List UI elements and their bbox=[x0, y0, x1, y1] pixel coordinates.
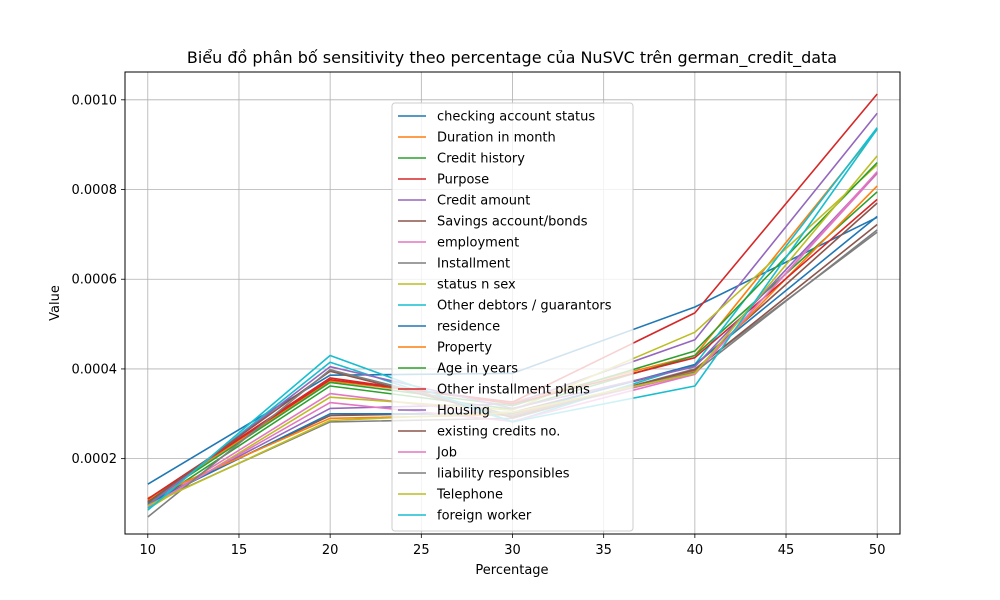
chart-title: Biểu đồ phân bố sensitivity theo percent… bbox=[187, 48, 837, 68]
legend-label: Purpose bbox=[437, 173, 489, 188]
legend-box bbox=[391, 102, 634, 532]
legend-label: Property bbox=[437, 341, 492, 356]
x-tick-label: 50 bbox=[869, 543, 886, 558]
y-tick-label: 0.0006 bbox=[72, 273, 118, 288]
x-tick-label: 40 bbox=[687, 543, 704, 558]
x-axis-label: Percentage bbox=[475, 563, 548, 578]
x-tick-label: 15 bbox=[231, 543, 248, 558]
x-tick-label: 45 bbox=[778, 543, 795, 558]
x-tick-label: 10 bbox=[140, 543, 157, 558]
legend-label: Job bbox=[436, 446, 457, 461]
y-axis-ticks: 0.0002 0.0004 0.0006 0.0008 0.0010 bbox=[72, 93, 125, 467]
legend-label: residence bbox=[437, 320, 500, 335]
legend-label: Duration in month bbox=[437, 131, 556, 146]
legend-label: Other installment plans bbox=[437, 383, 590, 398]
legend-label: Savings account/bonds bbox=[437, 215, 588, 230]
x-tick-label: 20 bbox=[322, 543, 339, 558]
legend-label: checking account status bbox=[437, 110, 595, 125]
y-tick-label: 0.0004 bbox=[72, 362, 118, 377]
legend-label: Age in years bbox=[437, 362, 518, 377]
y-tick-label: 0.0002 bbox=[72, 452, 118, 467]
legend-label: employment bbox=[437, 236, 519, 251]
legend-label: Housing bbox=[437, 404, 490, 419]
x-axis-ticks: 10 15 20 25 30 35 40 45 50 bbox=[140, 534, 886, 558]
y-tick-label: 0.0010 bbox=[72, 93, 118, 108]
legend: checking account status Duration in month… bbox=[391, 102, 634, 532]
y-axis-label: Value bbox=[48, 285, 63, 321]
legend-label: Credit amount bbox=[437, 194, 530, 209]
x-tick-label: 30 bbox=[504, 543, 521, 558]
y-tick-label: 0.0008 bbox=[72, 183, 118, 198]
legend-label: Credit history bbox=[437, 152, 525, 167]
legend-label: status n sex bbox=[437, 278, 516, 293]
legend-label: Other debtors / guarantors bbox=[437, 299, 612, 314]
legend-label: liability responsibles bbox=[437, 467, 570, 482]
legend-label: existing credits no. bbox=[437, 425, 560, 440]
legend-label: foreign worker bbox=[437, 509, 532, 524]
legend-label: Installment bbox=[437, 257, 510, 272]
x-tick-label: 25 bbox=[413, 543, 430, 558]
x-tick-label: 35 bbox=[595, 543, 612, 558]
legend-label: Telephone bbox=[436, 488, 503, 503]
